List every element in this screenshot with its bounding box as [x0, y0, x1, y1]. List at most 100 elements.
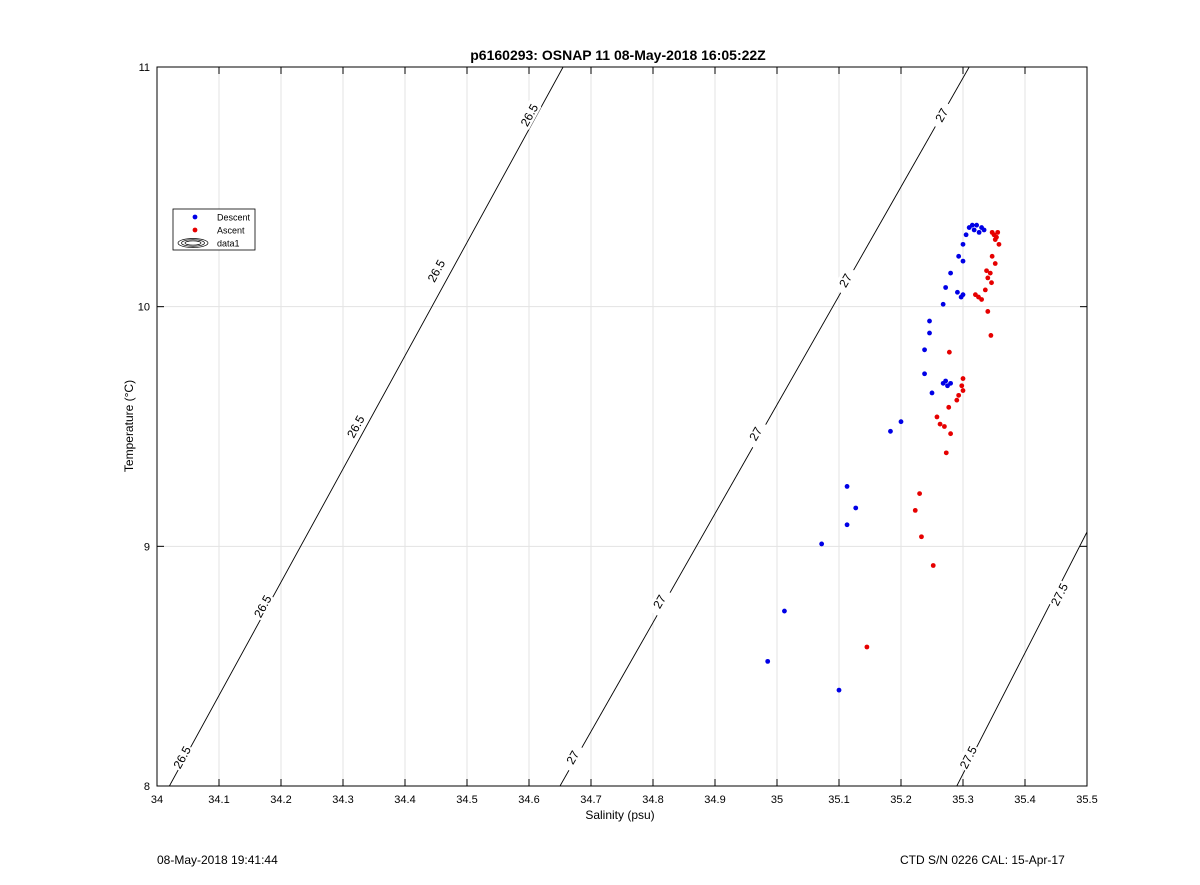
descent-point — [927, 318, 932, 324]
descent-point — [940, 301, 946, 307]
ascent-point — [960, 388, 966, 393]
chart-title: p6160293: OSNAP 11 08-May-2018 16:05:22Z — [470, 47, 766, 63]
legend-marker-descent — [192, 214, 198, 220]
ascent-point — [919, 534, 924, 540]
descent-point — [853, 505, 859, 511]
descent-point — [971, 227, 977, 233]
isopycnal-label: 27 — [563, 748, 582, 767]
isopycnal-label-bg — [516, 100, 542, 130]
ascent-point — [946, 404, 952, 410]
legend-contour-icon — [181, 239, 205, 247]
y-tick-label: 9 — [144, 541, 150, 553]
descent-point — [976, 229, 982, 235]
descent-point — [844, 522, 850, 528]
legend-contour-icon — [184, 240, 202, 246]
ascent-point — [960, 376, 966, 381]
ascent-point — [996, 241, 1002, 247]
ascent-point — [954, 397, 960, 403]
descent-point — [922, 371, 927, 377]
x-tick-label: 34.5 — [456, 794, 477, 806]
ascent-point — [988, 333, 994, 338]
y-axis-label: Temperature (°C) — [122, 380, 136, 472]
descent-point — [943, 285, 949, 290]
x-tick-label: 34.1 — [208, 794, 229, 806]
descent-point — [836, 687, 842, 693]
x-axis-label: Salinity (psu) — [585, 808, 654, 822]
descent-point — [960, 258, 966, 264]
isopycnal-label-bg — [559, 742, 585, 773]
descent-point — [960, 292, 966, 298]
isopycnal-label: 27 — [836, 271, 855, 290]
x-tick-label: 34.2 — [270, 794, 291, 806]
isopycnal-line — [169, 67, 564, 786]
legend-box — [172, 208, 256, 251]
x-tick-label: 35.4 — [1014, 794, 1035, 806]
ascent-point — [985, 309, 991, 314]
ascent-point — [943, 450, 949, 456]
descent-point — [898, 419, 904, 425]
x-tick-label: 34 — [151, 794, 163, 806]
legend: Descent Ascent data1 — [172, 208, 256, 251]
grid-lines — [157, 67, 1087, 786]
ascent-point — [979, 297, 984, 302]
isopycnal-label: 27 — [650, 592, 669, 611]
x-tick-label: 34.4 — [394, 794, 415, 806]
isopycnal-label-bg — [646, 586, 672, 617]
legend-marker-ascent — [192, 227, 198, 233]
ascent-point — [985, 275, 991, 281]
ascent-point — [934, 414, 940, 420]
axis-ticks: 34 34.1 34.2 34.3 34.4 34.5 34.6 34.7 34.8 34.9 35… — [138, 62, 1098, 806]
ascent-point — [989, 253, 995, 259]
descent-point — [960, 241, 966, 247]
descent-point — [782, 608, 787, 614]
x-tick-label: 35.5 — [1076, 794, 1097, 806]
isopycnal-label: 27 — [932, 106, 951, 125]
y-tick-label: 10 — [138, 302, 150, 314]
ascent-point — [959, 383, 965, 389]
descent-point — [888, 428, 893, 434]
descent-point — [963, 232, 969, 238]
descent-point — [765, 658, 771, 664]
y-tick-label: 8 — [144, 781, 150, 793]
ascent-point — [864, 644, 870, 650]
data-points — [765, 222, 1002, 693]
x-tick-label: 34.8 — [642, 794, 663, 806]
x-tick-label: 34.3 — [332, 794, 353, 806]
plot-frame — [156, 66, 1088, 787]
isopycnal-label-bg — [955, 742, 981, 773]
ascent-point — [956, 392, 962, 398]
ascent-point — [917, 491, 922, 497]
ascent-point — [930, 563, 936, 568]
ascent-point — [946, 349, 952, 355]
isopycnal-label-bg — [742, 418, 768, 449]
descent-point — [948, 380, 953, 386]
descent-point — [927, 330, 932, 336]
ascent-point — [984, 268, 989, 274]
legend-entry-label: Descent — [217, 213, 251, 223]
footer-calibration-info: CTD S/N 0226 CAL: 15-Apr-17 — [900, 853, 1065, 867]
ascent-point — [987, 270, 993, 276]
descent-point — [844, 484, 850, 489]
y-tick-label: 11 — [139, 62, 150, 74]
descent-point — [948, 270, 953, 276]
isopycnal-label-bg — [250, 591, 275, 622]
ascent-point — [937, 421, 943, 427]
descent-point — [981, 227, 987, 233]
ascent-point — [989, 229, 995, 235]
x-tick-label: 34.6 — [518, 794, 539, 806]
isopycnal-label-bg — [832, 265, 858, 296]
x-tick-label: 35 — [771, 794, 783, 806]
x-tick-label: 35.1 — [828, 794, 849, 806]
x-tick-label: 34.9 — [704, 794, 725, 806]
ascent-point — [948, 431, 953, 437]
descent-point — [929, 390, 935, 396]
isopycnal-label-bg — [423, 255, 449, 286]
x-tick-label: 35.2 — [890, 794, 911, 806]
isopycnal-label: 27 — [746, 424, 765, 443]
x-tick-label: 34.7 — [580, 794, 601, 806]
descent-point — [969, 222, 975, 228]
isopycnal-label-bg — [1046, 579, 1072, 610]
ascent-point — [992, 261, 998, 266]
